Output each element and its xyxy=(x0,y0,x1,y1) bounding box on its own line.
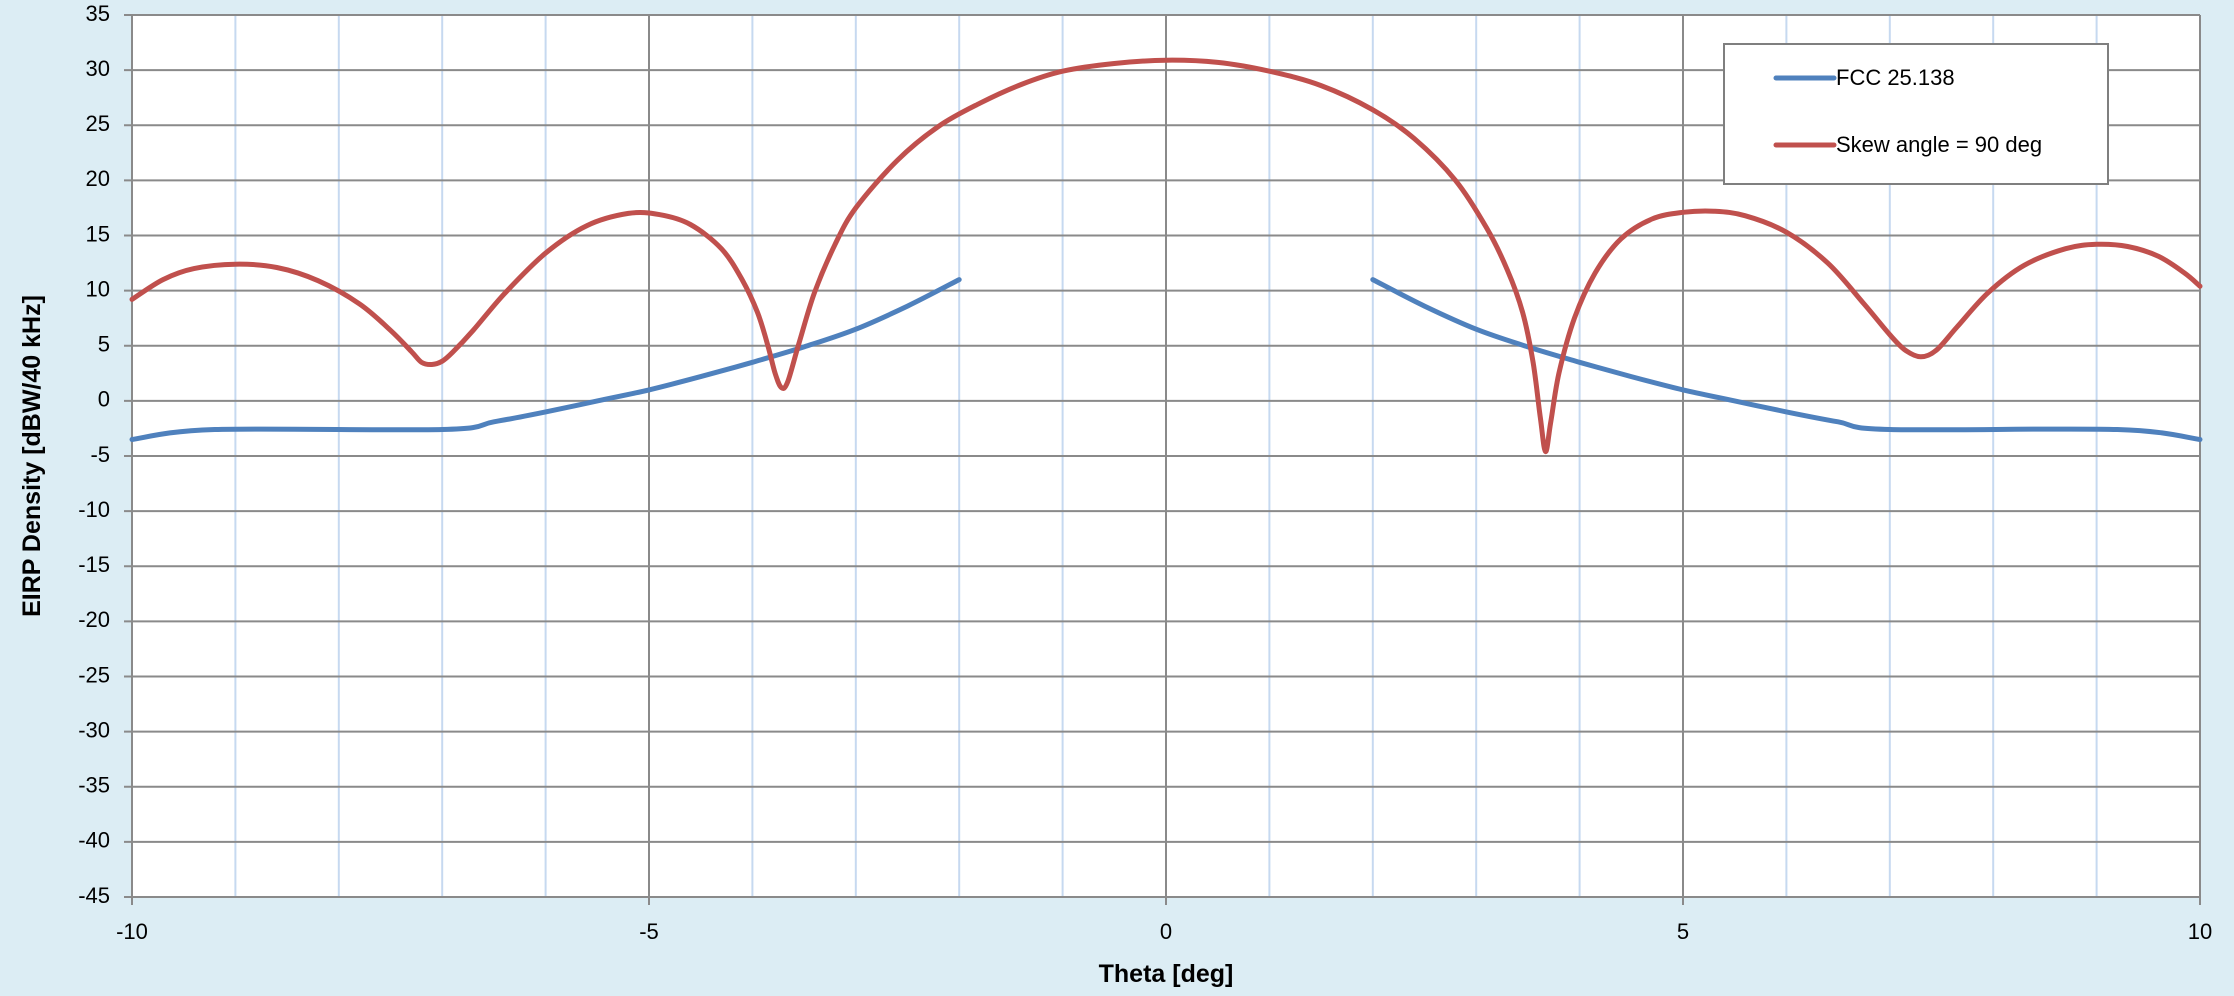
series-layer xyxy=(129,57,2203,455)
y-tick-label: -45 xyxy=(78,883,110,908)
legend-label-skew: Skew angle = 90 deg xyxy=(1836,132,2042,157)
x-tick-label: -10 xyxy=(116,919,148,944)
y-tick-label: 25 xyxy=(86,111,110,136)
legend-box xyxy=(1723,43,2109,185)
y-tick-label: -15 xyxy=(78,552,110,577)
series-line-fcc-25-138 xyxy=(1370,277,2203,442)
x-axis-ticks: -10 -5 0 5 10 xyxy=(116,897,2212,944)
y-tick-label: -35 xyxy=(78,773,110,798)
y-tick-label: -10 xyxy=(78,497,110,522)
series-line-fcc-25-138 xyxy=(129,277,962,442)
y-tick-label: 30 xyxy=(86,56,110,81)
y-axis-title: EIRP Density [dBW/40 kHz] xyxy=(18,295,46,617)
y-axis-ticks: 35 30 25 20 15 10 5 0 -5 -10 -15 -20 -25 -30 -35 -40 -45 xyxy=(78,1,132,908)
y-tick-label: 0 xyxy=(98,387,110,412)
y-tick-label: -20 xyxy=(78,607,110,632)
x-tick-label: 10 xyxy=(2188,919,2212,944)
y-tick-label: -40 xyxy=(78,828,110,853)
y-tick-label: 20 xyxy=(86,166,110,191)
y-tick-label: 35 xyxy=(86,1,110,26)
y-tick-label: -25 xyxy=(78,662,110,687)
y-tick-label: -5 xyxy=(90,442,110,467)
y-tick-label: 10 xyxy=(86,276,110,301)
y-tick-label: 5 xyxy=(98,332,110,357)
y-tick-label: -30 xyxy=(78,717,110,742)
x-tick-label: 0 xyxy=(1160,919,1172,944)
series-line-skew-angle-90 xyxy=(129,57,2203,455)
legend: FCC 25.138 Skew angle = 90 deg xyxy=(1723,43,2109,185)
legend-label-fcc: FCC 25.138 xyxy=(1836,65,1955,90)
x-axis-title: Theta [deg] xyxy=(1099,960,1234,988)
x-tick-label: 5 xyxy=(1677,919,1689,944)
x-tick-label: -5 xyxy=(639,919,659,944)
y-tick-label: 15 xyxy=(86,221,110,246)
